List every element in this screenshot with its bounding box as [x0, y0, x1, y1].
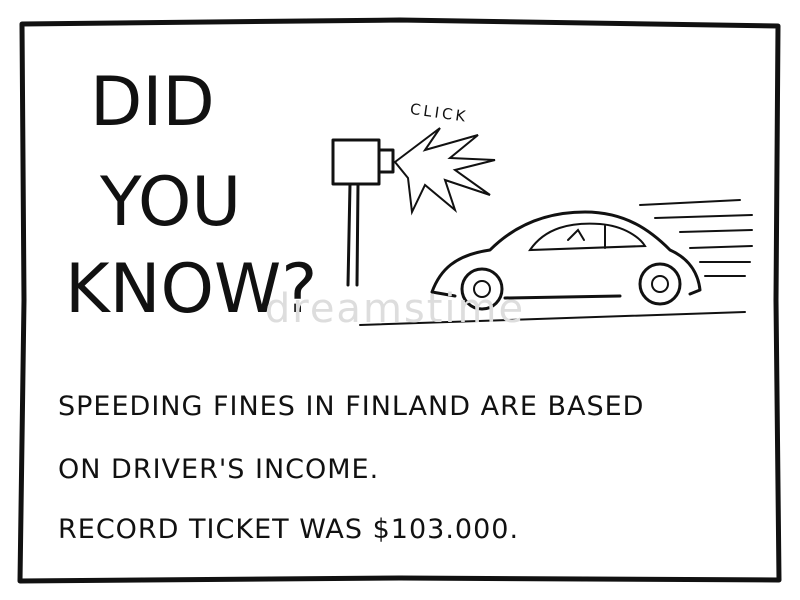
fact-line: SPEEDING FINES IN FINLAND ARE BASED — [58, 391, 644, 422]
fact-line: ON DRIVER'S INCOME. — [58, 454, 379, 485]
title-line: YOU — [99, 163, 241, 242]
car — [359, 199, 753, 326]
title-line: DID — [90, 63, 215, 142]
title-line: KNOW? — [65, 250, 317, 329]
fact-line: RECORD TICKET WAS $103.000. — [58, 514, 519, 545]
sound-effect: CLICK — [409, 100, 470, 126]
watermark: dreamstime — [265, 286, 525, 332]
speed-camera — [331, 127, 496, 287]
frame — [17, 17, 782, 584]
